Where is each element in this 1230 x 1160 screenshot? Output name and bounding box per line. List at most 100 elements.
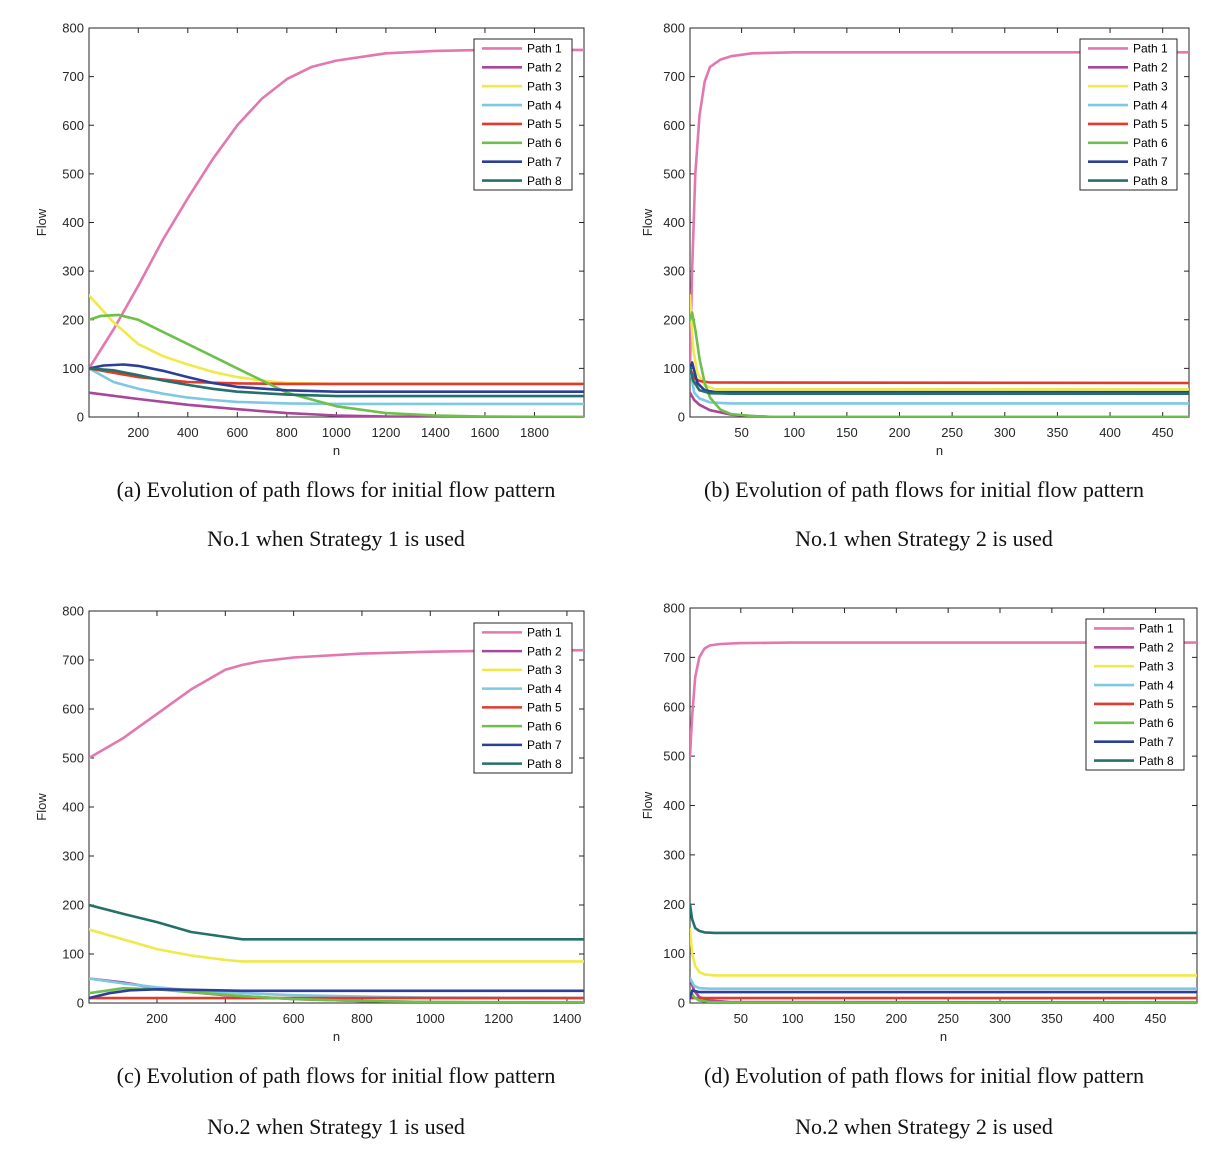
- y-tick-label: 100: [62, 361, 84, 376]
- x-tick-label: 200: [889, 425, 911, 440]
- legend-entry-label: Path 5: [527, 117, 562, 131]
- legend-box: [473, 622, 573, 774]
- series-line-path-7: [690, 989, 1197, 1000]
- y-tick-label: 800: [62, 604, 84, 619]
- y-tick-label: 0: [678, 996, 685, 1011]
- x-tick-label: 1600: [470, 425, 499, 440]
- y-tick-label: 800: [663, 601, 685, 616]
- x-axis-label: n: [940, 1029, 947, 1044]
- y-tick-label: 100: [62, 947, 84, 962]
- y-tick-label: 500: [663, 166, 685, 181]
- x-tick-label: 400: [177, 425, 199, 440]
- series-line-path-7: [89, 988, 584, 1000]
- legend-entry-label: Path 7: [527, 738, 562, 752]
- x-tick-label: 1800: [520, 425, 549, 440]
- y-tick-label: 700: [663, 650, 685, 665]
- x-tick-label: 50: [734, 1011, 748, 1026]
- x-tick-label: 450: [1145, 1011, 1167, 1026]
- legend-entry-label: Path 5: [527, 701, 562, 715]
- series-line-path-8: [690, 903, 1197, 935]
- legend-entry-label: Path 3: [1133, 79, 1168, 93]
- y-tick-label: 600: [62, 702, 84, 717]
- series-line-path-1: [89, 48, 584, 370]
- x-tick-label: 250: [937, 1011, 959, 1026]
- legend-entry-label: Path 5: [1139, 697, 1174, 711]
- y-tick-label: 600: [663, 699, 685, 714]
- y-tick-label: 400: [62, 215, 84, 230]
- series-line-path-7: [690, 361, 1189, 394]
- series-line-path-4: [690, 367, 1189, 405]
- legend-entry-label: Path 6: [1133, 136, 1168, 150]
- y-tick-label: 500: [663, 749, 685, 764]
- legend: Path 1 Path 2 Path 3 Path 4 Path 5 Path 6 Path…: [473, 38, 573, 191]
- x-tick-label: 800: [351, 1011, 373, 1026]
- y-axis-label: Flow: [640, 208, 655, 236]
- x-tick-label: 1200: [371, 425, 400, 440]
- y-tick-label: 200: [663, 312, 685, 327]
- x-tick-label: 200: [885, 1011, 907, 1026]
- legend-entry-label: Path 4: [527, 98, 562, 112]
- x-tick-label: 150: [836, 425, 858, 440]
- x-tick-label: 800: [276, 425, 298, 440]
- figure-caption-line: No.2 when Strategy 2 is used: [795, 1114, 1053, 1139]
- y-tick-label: 0: [77, 996, 84, 1011]
- legend-entry-label: Path 7: [1133, 155, 1168, 169]
- series-line-path-4: [690, 977, 1197, 990]
- series-line-path-1: [89, 648, 584, 760]
- chart-panel-a: 0 100 200 300 400 500 600 700 800 200 400 600 800 100…: [34, 21, 585, 551]
- x-tick-label: 350: [1041, 1011, 1063, 1026]
- x-tick-label: 400: [1093, 1011, 1115, 1026]
- series-line-path-3: [690, 927, 1197, 977]
- x-tick-label: 150: [834, 1011, 856, 1026]
- y-tick-label: 500: [62, 751, 84, 766]
- y-tick-label: 400: [663, 215, 685, 230]
- legend-entry-label: Path 8: [1139, 754, 1174, 768]
- x-tick-label: 450: [1152, 425, 1174, 440]
- legend-entry-label: Path 7: [1139, 735, 1174, 749]
- legend: Path 1 Path 2 Path 3 Path 4 Path 5 Path 6 Path…: [1085, 618, 1185, 771]
- x-axis-label: n: [936, 443, 943, 458]
- legend-entry-label: Path 8: [1133, 174, 1168, 188]
- x-tick-label: 1000: [416, 1011, 445, 1026]
- y-tick-label: 300: [663, 847, 685, 862]
- legend-entry-label: Path 1: [527, 626, 562, 640]
- legend-entry-label: Path 6: [527, 719, 562, 733]
- y-tick-label: 400: [663, 798, 685, 813]
- x-axis-label: n: [333, 1029, 340, 1044]
- figure-caption-line: No.1 when Strategy 1 is used: [207, 526, 465, 551]
- y-tick-label: 700: [663, 69, 685, 84]
- series-line-path-3: [690, 294, 1189, 391]
- legend-entry-label: Path 2: [1139, 641, 1174, 655]
- x-tick-label: 100: [783, 425, 805, 440]
- legend: Path 1 Path 2 Path 3 Path 4 Path 5 Path 6 Path…: [473, 622, 573, 774]
- y-tick-label: 200: [62, 312, 84, 327]
- x-tick-label: 400: [214, 1011, 236, 1026]
- legend: Path 1 Path 2 Path 3 Path 4 Path 5 Path 6 Path…: [1079, 38, 1178, 191]
- x-tick-label: 1200: [484, 1011, 513, 1026]
- legend-entry-label: Path 3: [527, 663, 562, 677]
- x-tick-label: 600: [283, 1011, 305, 1026]
- chart-panel-b: 0 100 200 300 400 500 600 700 800 50 100 150 200 250 3…: [640, 21, 1190, 551]
- x-tick-label: 400: [1099, 425, 1121, 440]
- legend-entry-label: Path 6: [1139, 716, 1174, 730]
- y-tick-label: 300: [62, 264, 84, 279]
- y-tick-label: 700: [62, 69, 84, 84]
- legend-box: [1079, 38, 1178, 191]
- y-tick-label: 0: [77, 410, 84, 425]
- x-tick-label: 1000: [322, 425, 351, 440]
- series-line-path-8: [89, 367, 584, 398]
- legend-entry-label: Path 7: [527, 155, 562, 169]
- figure-caption-line: (a) Evolution of path flows for initial …: [117, 477, 556, 502]
- legend-entry-label: Path 1: [1139, 622, 1174, 636]
- x-tick-label: 300: [989, 1011, 1011, 1026]
- y-tick-label: 500: [62, 166, 84, 181]
- series-line-path-6: [89, 987, 584, 1003]
- y-tick-label: 200: [663, 897, 685, 912]
- x-tick-label: 200: [127, 425, 149, 440]
- series-line-path-6: [690, 989, 1197, 1003]
- series-group: [690, 641, 1197, 1003]
- legend-entry-label: Path 8: [527, 174, 562, 188]
- legend-entry-label: Path 2: [527, 61, 562, 75]
- series-line-path-8: [89, 903, 584, 941]
